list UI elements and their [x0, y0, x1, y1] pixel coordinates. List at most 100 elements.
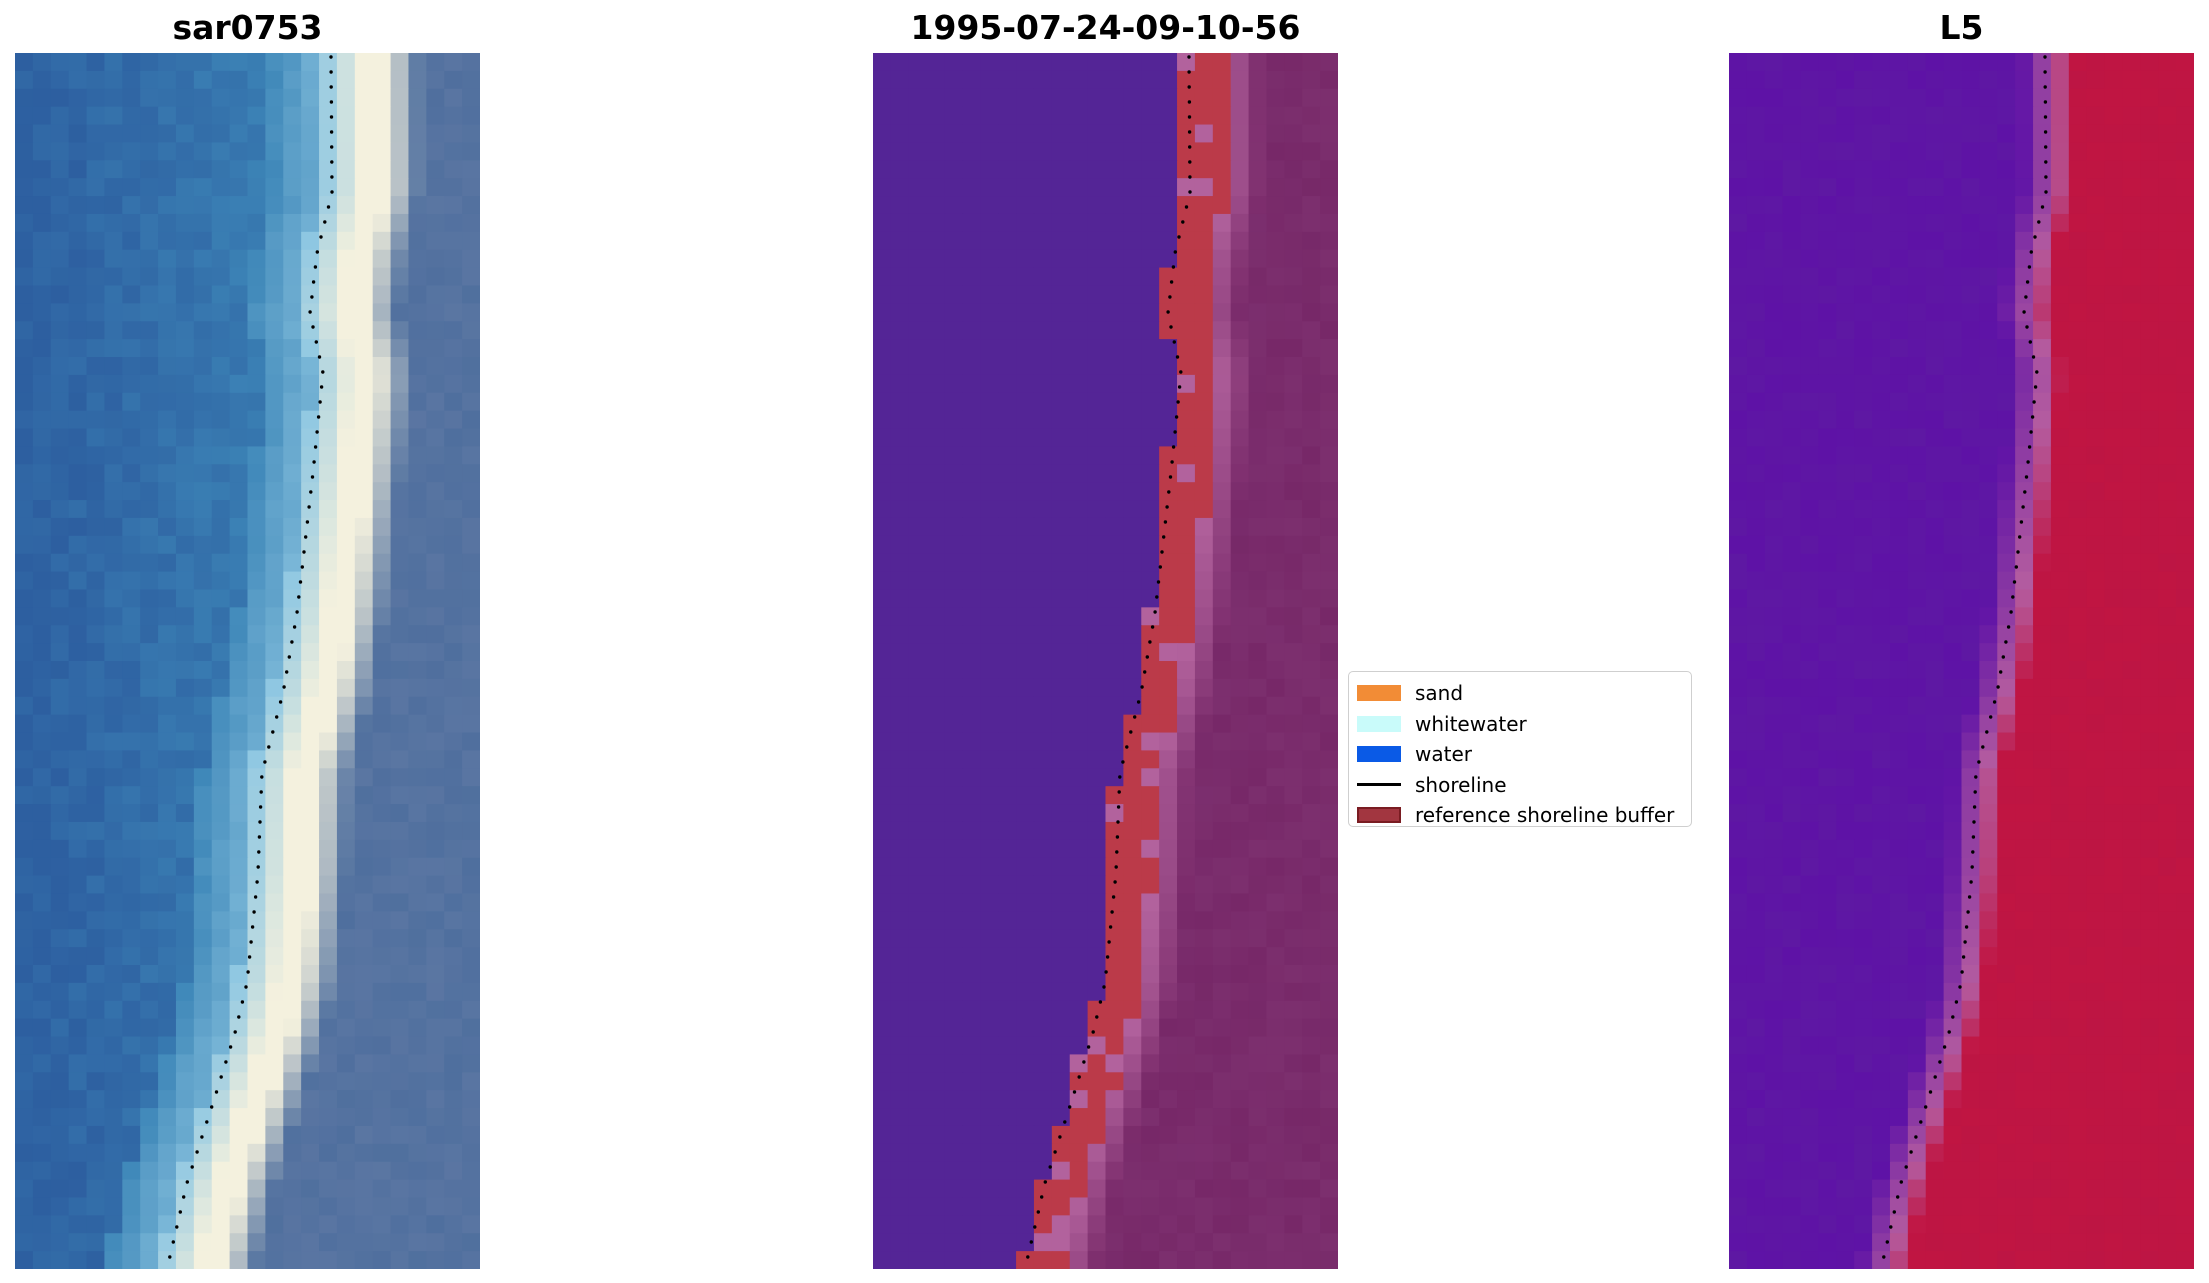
index-pixel: [2158, 911, 2177, 930]
index-pixel: [1818, 213, 1837, 233]
index-pixel: [1979, 893, 1998, 912]
index-pixel: [1818, 929, 1837, 948]
class-pixel: [1302, 303, 1321, 322]
rgb-pixel: [86, 357, 106, 376]
rgb-pixel: [15, 178, 34, 197]
class-pixel: [1016, 929, 1035, 948]
class-pixel: [998, 374, 1017, 394]
class-pixel: [1123, 839, 1142, 859]
index-pixel: [1854, 517, 1873, 537]
rgb-pixel: [50, 160, 70, 179]
index-pixel: [2086, 196, 2106, 215]
rgb-pixel: [354, 786, 374, 805]
rgb-pixel: [229, 625, 249, 644]
rgb-pixel: [50, 410, 70, 430]
index-pixel: [1907, 625, 1927, 644]
class-pixel: [1302, 249, 1321, 269]
rgb-pixel: [122, 553, 141, 573]
rgb-pixel: [265, 142, 284, 161]
class-pixel: [944, 1197, 964, 1216]
rgb-pixel: [247, 213, 266, 233]
rgb-pixel: [229, 428, 249, 448]
class-pixel: [873, 374, 892, 394]
rgb-pixel: [86, 589, 106, 608]
index-pixel: [1729, 321, 1748, 340]
index-pixel: [1961, 732, 1980, 752]
index-pixel: [1854, 786, 1873, 805]
rgb-pixel: [86, 732, 106, 752]
index-pixel: [2015, 929, 2034, 948]
index-pixel: [2140, 678, 2159, 698]
rgb-pixel: [408, 53, 427, 72]
index-pixel: [2158, 786, 2177, 805]
index-pixel: [2122, 893, 2141, 912]
index-pixel: [2033, 482, 2052, 501]
rgb-pixel: [390, 732, 410, 752]
class-pixel: [890, 178, 910, 197]
index-pixel: [2158, 553, 2177, 573]
class-pixel: [1069, 1000, 1089, 1020]
rgb-pixel: [229, 285, 249, 304]
rgb-pixel: [372, 553, 392, 573]
rgb-pixel: [86, 285, 106, 304]
class-pixel: [1087, 1161, 1107, 1181]
class-pixel: [1087, 678, 1107, 698]
index-pixel: [2050, 553, 2070, 573]
shoreline-point: [1171, 445, 1176, 449]
index-pixel: [1800, 607, 1820, 626]
class-pixel: [890, 732, 910, 752]
rgb-pixel: [408, 732, 427, 752]
class-pixel: [1248, 178, 1268, 197]
rgb-pixel: [336, 696, 356, 716]
index-pixel: [1800, 285, 1820, 304]
shoreline-point: [1043, 1180, 1047, 1184]
class-pixel: [1212, 1036, 1232, 1056]
index-pixel: [1746, 285, 1766, 304]
rgb-pixel: [68, 1108, 88, 1127]
class-pixel: [1248, 839, 1268, 859]
index-pixel: [1961, 643, 1980, 662]
index-pixel: [1729, 374, 1748, 394]
rgb-pixel: [122, 213, 141, 233]
class-pixel: [890, 535, 910, 555]
class-pixel: [1159, 267, 1178, 287]
rgb-pixel: [265, 768, 284, 787]
shoreline-point: [253, 895, 258, 899]
class-pixel: [980, 142, 999, 161]
index-pixel: [2033, 804, 2052, 823]
class-pixel: [926, 1215, 946, 1234]
shoreline-dots: [168, 55, 334, 1259]
rgb-pixel: [462, 786, 480, 805]
rgb-pixel: [140, 768, 159, 787]
rgb-pixel: [229, 589, 249, 608]
rgb-pixel: [319, 857, 338, 877]
rgb-pixel: [50, 714, 70, 734]
rgb-pixel: [193, 857, 213, 877]
index-pixel: [2140, 285, 2159, 304]
class-pixel: [1051, 160, 1071, 179]
index-pixel: [1764, 267, 1784, 287]
class-pixel: [1016, 607, 1035, 626]
rgb-pixel: [32, 1036, 52, 1056]
index-pixel: [1907, 70, 1927, 90]
index-pixel: [1979, 88, 1998, 108]
rgb-pixel: [301, 607, 320, 626]
class-pixel: [1230, 661, 1250, 680]
rgb-pixel: [211, 1036, 231, 1056]
rgb-pixel: [68, 160, 88, 179]
class-pixel: [1248, 804, 1268, 823]
rgb-pixel: [15, 142, 34, 161]
class-pixel: [1141, 643, 1160, 662]
rgb-pixel: [390, 88, 410, 108]
class-pixel: [1177, 196, 1196, 215]
class-pixel: [1302, 106, 1321, 126]
index-pixel: [1979, 821, 1998, 841]
rgb-pixel: [390, 482, 410, 501]
rgb-pixel: [265, 303, 284, 322]
class-pixel: [1016, 428, 1035, 448]
rgb-pixel: [122, 678, 141, 698]
class-pixel: [926, 1054, 946, 1073]
index-pixel: [2033, 911, 2052, 930]
class-pixel: [1230, 1054, 1250, 1073]
index-pixel: [1782, 285, 1802, 304]
